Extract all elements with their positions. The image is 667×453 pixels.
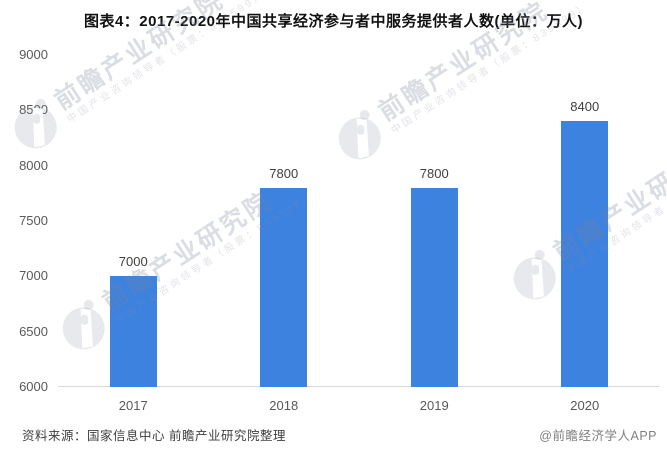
bar-value-2017: 7000 (118, 254, 148, 270)
y-tick-7500: 7500 (19, 213, 48, 228)
y-tick-8000: 8000 (19, 157, 48, 173)
y-tick-6000: 6000 (19, 379, 48, 394)
chart-title: 图表4：2017-2020年中国共享经济参与者中服务提供者人数(单位：万人) (83, 13, 584, 30)
bar-value-2020: 8400 (570, 99, 600, 115)
bar-2020 (561, 121, 609, 387)
bar-2019 (410, 187, 458, 387)
x-tick-2020: 2020 (570, 398, 600, 413)
x-tick-2019: 2019 (419, 398, 449, 413)
y-tick-9000: 9000 (19, 47, 48, 62)
bar-value-2019: 7800 (419, 165, 449, 181)
credit-note: @前瞻经济学人APP (539, 429, 657, 443)
bar-2017 (109, 276, 157, 387)
y-tick-8500: 8500 (19, 102, 48, 118)
y-tick-6500: 6500 (19, 323, 48, 339)
x-axis-line (58, 386, 660, 387)
x-tick-2017: 2017 (118, 398, 148, 413)
bar-value-2018: 7800 (269, 165, 299, 181)
plot-area: 7000 2017 7800 2018 7800 2019 8400 2020 (58, 55, 660, 413)
y-axis: 6000 6500 7000 7500 8000 8500 9000 (0, 48, 48, 394)
y-tick-7000: 7000 (19, 268, 48, 284)
source-note: 资料来源：国家信息中心 前瞻产业研究院整理 (22, 429, 286, 443)
bar-2018 (260, 187, 308, 387)
x-tick-2018: 2018 (269, 398, 299, 413)
